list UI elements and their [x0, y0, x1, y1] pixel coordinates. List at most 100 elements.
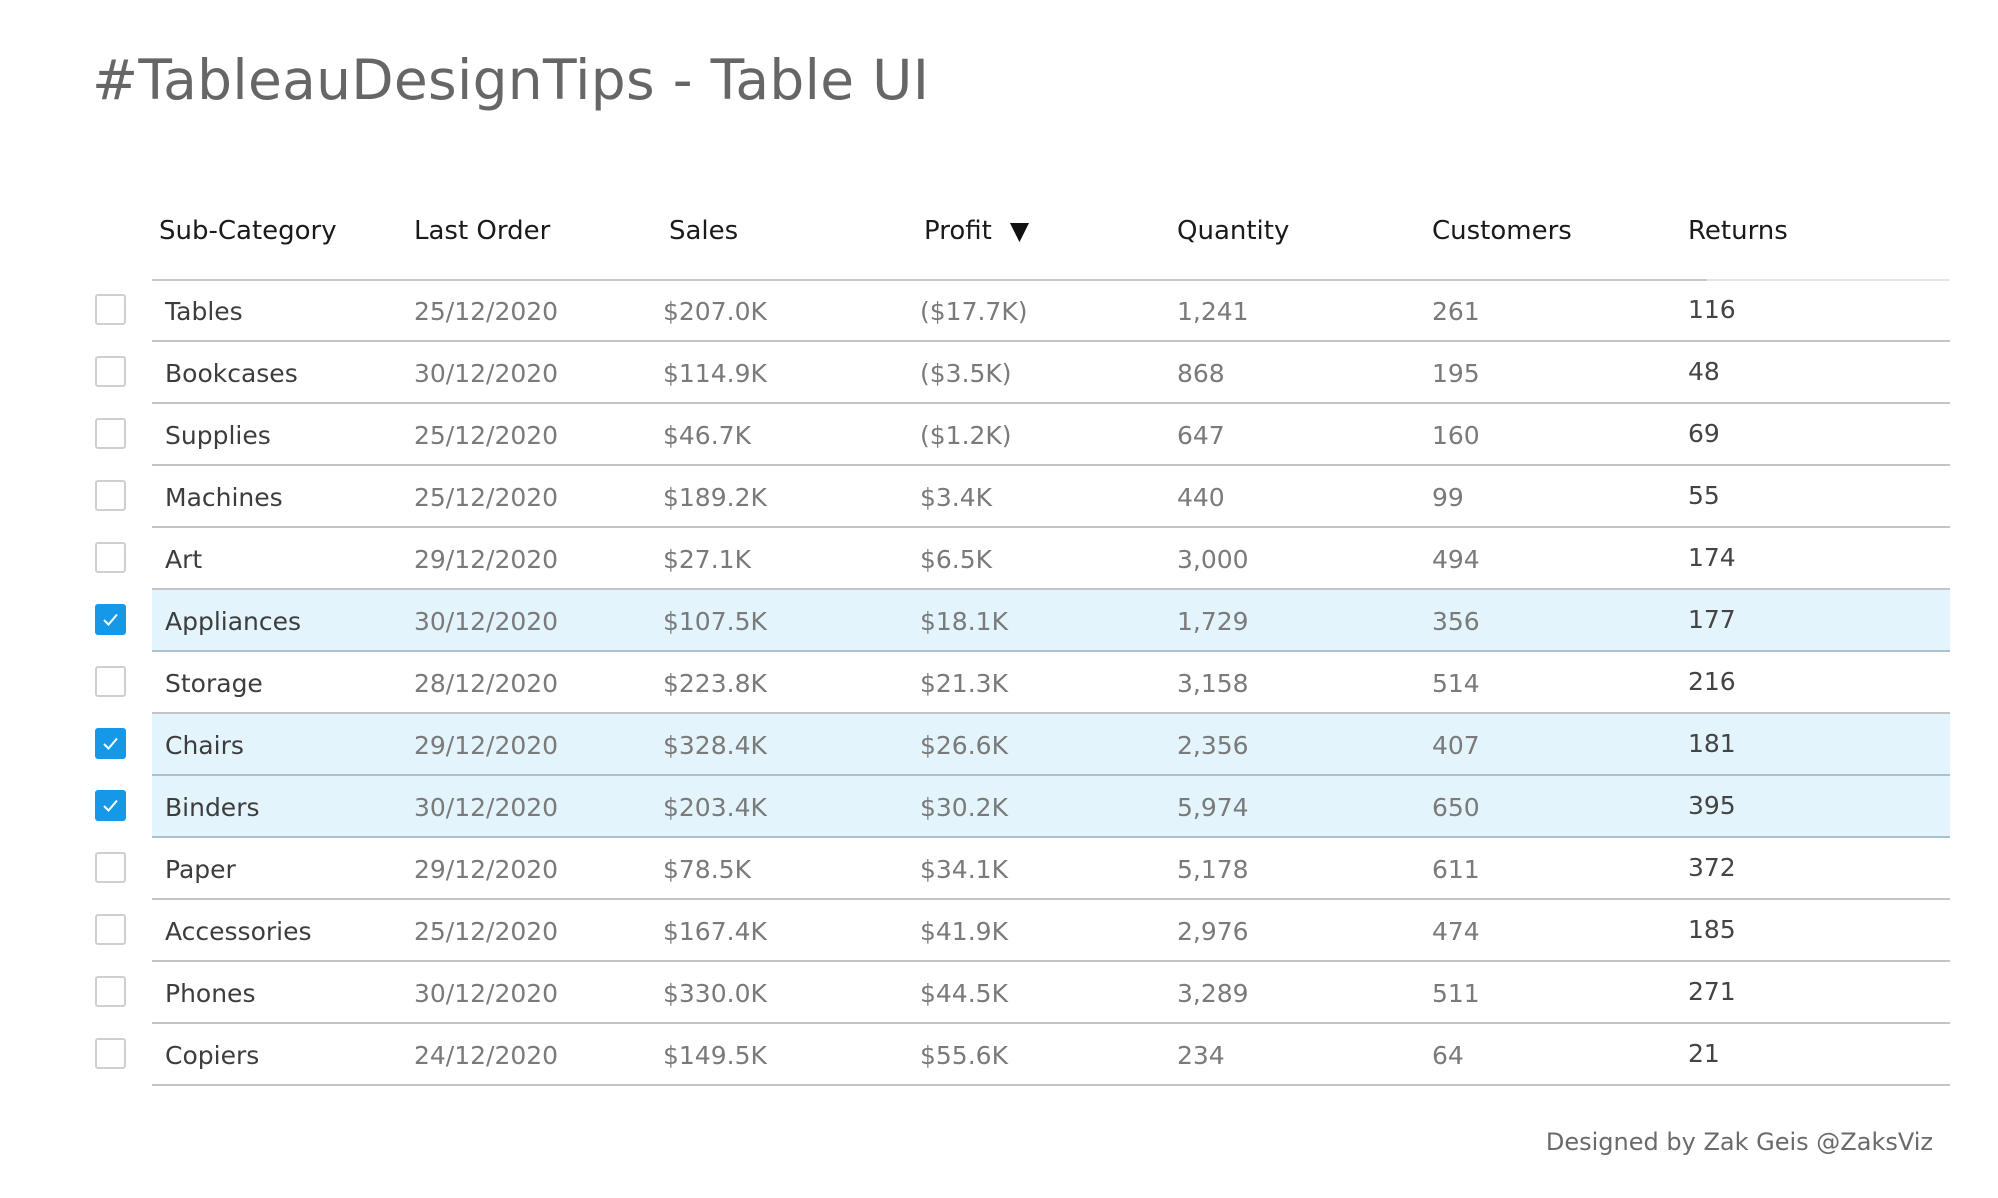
cell-last-order: 25/12/2020	[414, 297, 559, 326]
cell-profit: $3.4K	[920, 483, 993, 512]
cell-sales: $328.4K	[663, 731, 767, 760]
cell-profit: ($3.5K)	[920, 359, 1012, 388]
cell-returns: 271	[1688, 977, 1736, 1006]
checkbox-unchecked[interactable]	[95, 1038, 126, 1069]
cell-returns: 116	[1688, 295, 1736, 324]
checkbox-unchecked[interactable]	[95, 356, 126, 387]
row-divider	[152, 836, 1950, 838]
table-row[interactable]: Accessories 25/12/2020 $167.4K $41.9K 2,976 4…	[92, 900, 1950, 962]
cell-customers: 195	[1432, 359, 1480, 388]
header-returns[interactable]: Returns	[1688, 216, 1788, 246]
cell-last-order: 30/12/2020	[414, 793, 559, 822]
row-background	[152, 714, 1950, 775]
row-divider	[152, 1084, 1950, 1086]
cell-sub-category: Paper	[165, 855, 236, 884]
row-divider	[152, 1022, 1950, 1024]
cell-sales: $27.1K	[663, 545, 751, 574]
cell-profit: $18.1K	[920, 607, 1008, 636]
cell-quantity: 1,241	[1177, 297, 1249, 326]
cell-last-order: 30/12/2020	[414, 979, 559, 1008]
cell-sales: $203.4K	[663, 793, 767, 822]
header-sales[interactable]: Sales	[669, 216, 739, 246]
cell-profit: $44.5K	[920, 979, 1008, 1008]
row-divider	[152, 526, 1950, 528]
cell-sales: $149.5K	[663, 1041, 767, 1070]
cell-profit: $26.6K	[920, 731, 1008, 760]
cell-quantity: 3,000	[1177, 545, 1249, 574]
cell-customers: 494	[1432, 545, 1480, 574]
cell-sub-category: Supplies	[165, 421, 271, 450]
header-sub-category[interactable]: Sub-Category	[159, 216, 337, 246]
cell-last-order: 29/12/2020	[414, 545, 559, 574]
table-row[interactable]: Paper 29/12/2020 $78.5K $34.1K 5,178 611 372	[92, 838, 1950, 900]
cell-sub-category: Appliances	[165, 607, 302, 636]
cell-quantity: 440	[1177, 483, 1225, 512]
row-divider	[152, 340, 1950, 342]
checkbox-unchecked[interactable]	[95, 666, 126, 697]
table-row[interactable]: Chairs 29/12/2020 $328.4K $26.6K 2,356 407 181	[92, 714, 1950, 776]
cell-sub-category: Binders	[165, 793, 260, 822]
table-row[interactable]: Tables 25/12/2020 $207.0K ($17.7K) 1,241 261 1…	[92, 280, 1950, 342]
header-quantity[interactable]: Quantity	[1177, 216, 1290, 246]
cell-sales: $167.4K	[663, 917, 767, 946]
checkbox-unchecked[interactable]	[95, 914, 126, 945]
table-row[interactable]: Copiers 24/12/2020 $149.5K $55.6K 234 64 21	[92, 1024, 1950, 1086]
cell-sub-category: Bookcases	[165, 359, 298, 388]
cell-customers: 407	[1432, 731, 1480, 760]
cell-customers: 356	[1432, 607, 1480, 636]
header-customers[interactable]: Customers	[1432, 216, 1572, 246]
cell-sub-category: Storage	[165, 669, 263, 698]
cell-profit: $6.5K	[920, 545, 993, 574]
checkbox-checked[interactable]	[95, 790, 126, 821]
cell-last-order: 25/12/2020	[414, 917, 559, 946]
checkbox-unchecked[interactable]	[95, 418, 126, 449]
cell-last-order: 29/12/2020	[414, 855, 559, 884]
cell-returns: 185	[1688, 915, 1736, 944]
row-background	[152, 590, 1950, 651]
table-row[interactable]: Phones 30/12/2020 $330.0K $44.5K 3,289 511 271	[92, 962, 1950, 1024]
cell-quantity: 3,289	[1177, 979, 1249, 1008]
cell-sub-category: Art	[165, 545, 203, 574]
cell-quantity: 5,178	[1177, 855, 1249, 884]
checkmark-icon	[103, 737, 118, 750]
checkmark-icon	[103, 799, 118, 812]
cell-customers: 160	[1432, 421, 1480, 450]
header-profit[interactable]: Profit ▼	[924, 216, 1029, 246]
table-row[interactable]: Art 29/12/2020 $27.1K $6.5K 3,000 494 174	[92, 528, 1950, 590]
triangle-down-icon[interactable]: ▼	[1009, 216, 1030, 245]
cell-customers: 64	[1432, 1041, 1464, 1070]
checkbox-unchecked[interactable]	[95, 852, 126, 883]
row-divider	[152, 898, 1950, 900]
row-divider	[152, 774, 1950, 776]
row-divider	[152, 960, 1950, 962]
table-row[interactable]: Machines 25/12/2020 $189.2K $3.4K 440 99 55	[92, 466, 1950, 528]
header-last-order[interactable]: Last Order	[414, 216, 551, 246]
checkbox-unchecked[interactable]	[95, 480, 126, 511]
cell-sales: $207.0K	[663, 297, 767, 326]
checkbox-unchecked[interactable]	[95, 294, 126, 325]
cell-quantity: 2,976	[1177, 917, 1249, 946]
cell-sales: $46.7K	[663, 421, 751, 450]
table-row[interactable]: Storage 28/12/2020 $223.8K $21.3K 3,158 514 21…	[92, 652, 1950, 714]
cell-returns: 55	[1688, 481, 1720, 510]
table-row[interactable]: Binders 30/12/2020 $203.4K $30.2K 5,974 650 39…	[92, 776, 1950, 838]
checkbox-unchecked[interactable]	[95, 542, 126, 573]
cell-profit: $30.2K	[920, 793, 1008, 822]
cell-sub-category: Phones	[165, 979, 256, 1008]
cell-sales: $223.8K	[663, 669, 767, 698]
cell-customers: 511	[1432, 979, 1480, 1008]
cell-customers: 514	[1432, 669, 1480, 698]
table-row[interactable]: Bookcases 30/12/2020 $114.9K ($3.5K) 868 195 4…	[92, 342, 1950, 404]
table-row[interactable]: Appliances 30/12/2020 $107.5K $18.1K 1,729 35…	[92, 590, 1950, 652]
row-divider	[152, 712, 1950, 714]
cell-returns: 48	[1688, 357, 1720, 386]
data-table: Sub-Category Last Order Sales Profit ▼ Qu…	[92, 190, 1950, 1086]
checkbox-unchecked[interactable]	[95, 976, 126, 1007]
cell-profit: ($17.7K)	[920, 297, 1028, 326]
checkbox-checked[interactable]	[95, 728, 126, 759]
table-row[interactable]: Supplies 25/12/2020 $46.7K ($1.2K) 647 160 69	[92, 404, 1950, 466]
cell-last-order: 28/12/2020	[414, 669, 559, 698]
checkmark-icon	[103, 613, 118, 626]
checkbox-checked[interactable]	[95, 604, 126, 635]
cell-customers: 611	[1432, 855, 1480, 884]
